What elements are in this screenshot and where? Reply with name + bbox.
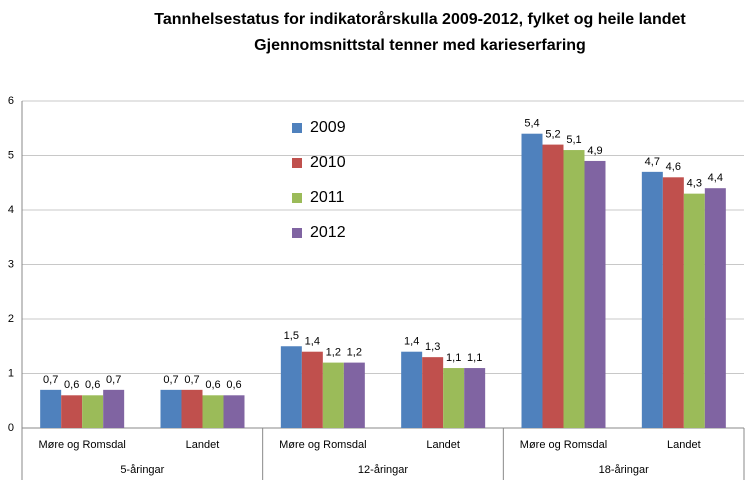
bar <box>82 395 104 428</box>
x-tick-label: Møre og Romsdal <box>38 439 125 451</box>
group-label: 18-åringar <box>599 464 649 476</box>
value-label: 1,3 <box>425 341 440 353</box>
chart-subtitle: Gjennomsnittstal tenner med karieserfari… <box>254 37 586 54</box>
value-label: 1,2 <box>347 347 362 359</box>
y-tick-label: 1 <box>8 367 14 379</box>
legend-swatch <box>292 123 302 133</box>
y-tick-label: 4 <box>8 204 14 216</box>
value-label: 4,6 <box>666 161 681 173</box>
legend-label: 2010 <box>310 154 346 171</box>
bar <box>662 177 684 428</box>
bar <box>443 368 465 428</box>
bar <box>280 346 302 428</box>
bar <box>401 351 423 428</box>
legend-label: 2011 <box>310 189 345 206</box>
group-label: 5-åringar <box>120 464 164 476</box>
bar <box>464 368 486 428</box>
bar <box>422 357 444 428</box>
value-label: 0,7 <box>163 374 178 386</box>
value-label: 5,4 <box>524 118 539 130</box>
value-label: 1,4 <box>305 336 320 348</box>
y-tick-label: 3 <box>8 258 14 270</box>
x-tick-label: Landet <box>667 439 701 451</box>
bar <box>103 389 125 428</box>
legend-swatch <box>292 158 302 168</box>
y-tick-label: 6 <box>8 95 14 107</box>
value-label: 4,4 <box>708 172 723 184</box>
value-label: 0,6 <box>64 379 79 391</box>
bar <box>160 389 182 428</box>
value-label: 4,3 <box>687 178 702 190</box>
bar <box>40 389 62 428</box>
bar <box>683 193 705 428</box>
y-tick-label: 5 <box>8 149 14 161</box>
bar <box>181 389 203 428</box>
value-label: 0,7 <box>43 374 58 386</box>
value-label: 0,6 <box>205 379 220 391</box>
bar <box>521 133 543 428</box>
chart-title: Tannhelsestatus for indikatorårskulla 20… <box>154 10 686 28</box>
bar <box>542 144 564 428</box>
value-label: 5,2 <box>545 129 560 141</box>
x-tick-label: Landet <box>426 439 460 451</box>
legend-swatch <box>292 228 302 238</box>
bar <box>563 150 585 429</box>
value-label: 1,5 <box>284 330 299 342</box>
bar <box>343 362 365 428</box>
value-label: 0,7 <box>106 374 121 386</box>
value-label: 1,1 <box>446 352 461 364</box>
x-tick-label: Møre og Romsdal <box>279 439 366 451</box>
legend-label: 2012 <box>310 224 346 241</box>
legend-label: 2009 <box>310 119 346 136</box>
bar <box>322 362 344 428</box>
x-tick-label: Møre og Romsdal <box>520 439 607 451</box>
group-label: 12-åringar <box>358 464 408 476</box>
y-tick-label: 0 <box>8 422 14 434</box>
y-tick-label: 2 <box>8 313 14 325</box>
value-label: 0,7 <box>184 374 199 386</box>
value-label: 4,7 <box>645 156 660 168</box>
bar <box>61 395 83 428</box>
value-label: 1,1 <box>467 352 482 364</box>
value-label: 4,9 <box>587 145 602 157</box>
bar <box>223 395 245 428</box>
bar <box>301 351 323 428</box>
bar <box>641 171 663 428</box>
value-label: 5,1 <box>566 134 581 146</box>
legend-swatch <box>292 193 302 203</box>
value-label: 0,6 <box>226 379 241 391</box>
bar <box>584 160 606 428</box>
x-tick-label: Landet <box>186 439 220 451</box>
value-label: 0,6 <box>85 379 100 391</box>
value-label: 1,2 <box>326 347 341 359</box>
bar <box>704 188 726 428</box>
bar <box>202 395 224 428</box>
value-label: 1,4 <box>404 336 419 348</box>
